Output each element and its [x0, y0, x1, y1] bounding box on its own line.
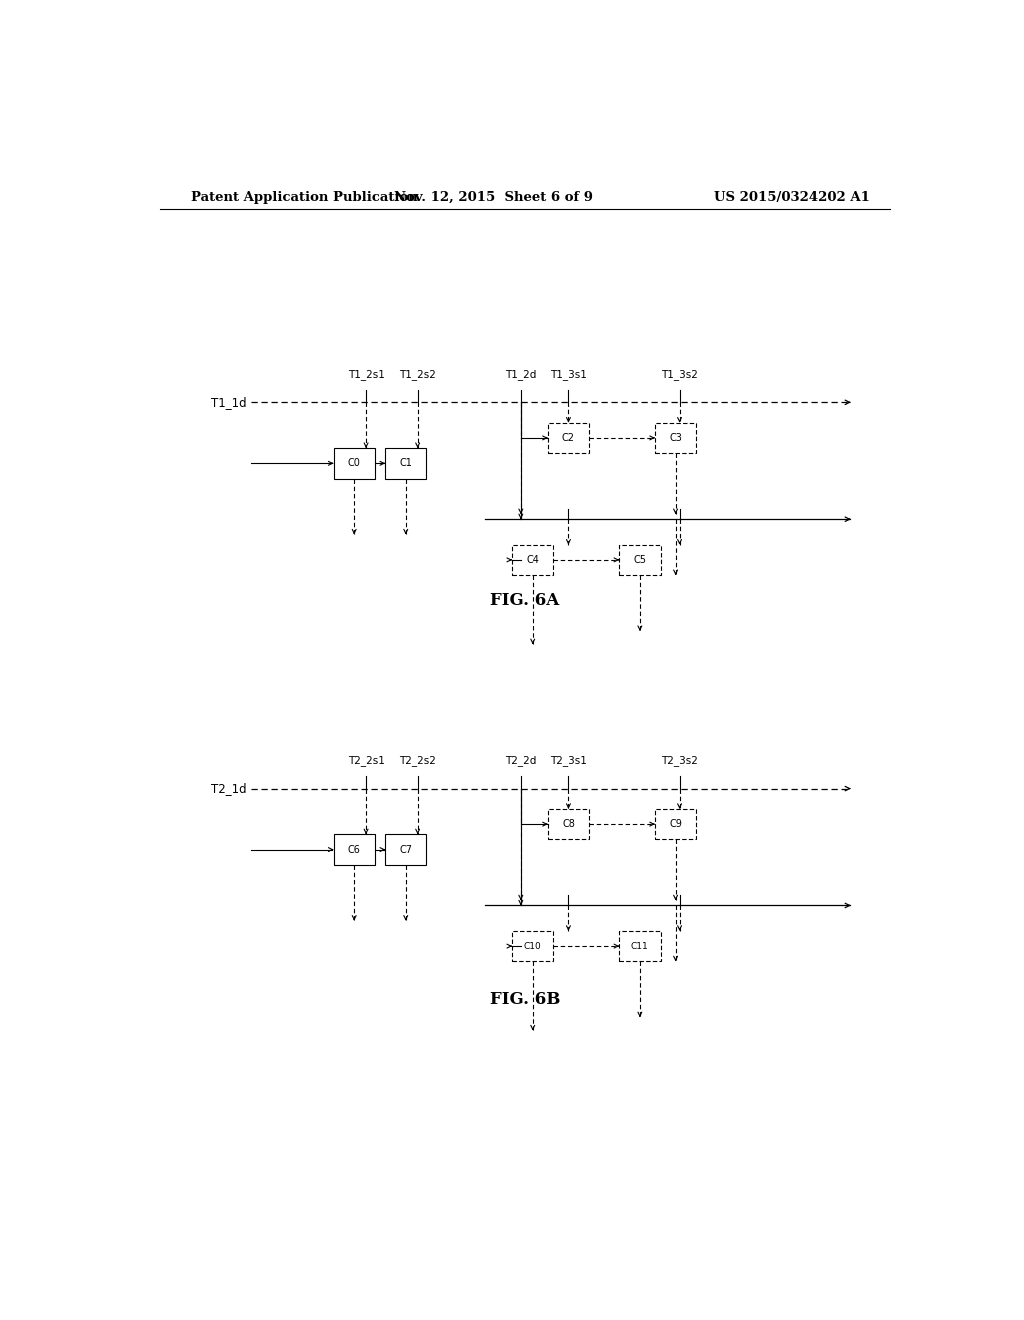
Text: C5: C5	[634, 554, 646, 565]
Text: T2_3s2: T2_3s2	[662, 755, 698, 766]
FancyBboxPatch shape	[620, 545, 660, 576]
Text: C4: C4	[526, 554, 540, 565]
Text: Nov. 12, 2015  Sheet 6 of 9: Nov. 12, 2015 Sheet 6 of 9	[393, 191, 593, 205]
FancyBboxPatch shape	[334, 834, 375, 865]
Text: T2_2s2: T2_2s2	[399, 755, 436, 766]
Text: C2: C2	[562, 433, 574, 444]
Text: T1_2s1: T1_2s1	[347, 370, 385, 380]
Text: T1_2s2: T1_2s2	[399, 370, 436, 380]
Text: C3: C3	[669, 433, 682, 444]
FancyBboxPatch shape	[548, 422, 589, 453]
Text: T1_3s2: T1_3s2	[662, 370, 698, 380]
Text: C6: C6	[348, 845, 360, 854]
Text: T2_1d: T2_1d	[211, 781, 247, 795]
Text: C1: C1	[399, 458, 413, 469]
FancyBboxPatch shape	[655, 809, 696, 840]
Text: C0: C0	[348, 458, 360, 469]
FancyBboxPatch shape	[385, 834, 426, 865]
Text: C8: C8	[562, 820, 574, 829]
Text: C10: C10	[524, 941, 542, 950]
FancyBboxPatch shape	[385, 447, 426, 479]
FancyBboxPatch shape	[655, 422, 696, 453]
Text: T2_3s1: T2_3s1	[550, 755, 587, 766]
Text: T2_2d: T2_2d	[505, 755, 537, 766]
Text: US 2015/0324202 A1: US 2015/0324202 A1	[714, 191, 870, 205]
Text: T1_3s1: T1_3s1	[550, 370, 587, 380]
Text: C7: C7	[399, 845, 413, 854]
FancyBboxPatch shape	[548, 809, 589, 840]
Text: C9: C9	[669, 820, 682, 829]
Text: FIG. 6B: FIG. 6B	[489, 991, 560, 1008]
FancyBboxPatch shape	[334, 447, 375, 479]
Text: Patent Application Publication: Patent Application Publication	[191, 191, 418, 205]
FancyBboxPatch shape	[620, 931, 660, 961]
Text: FIG. 6A: FIG. 6A	[490, 593, 559, 609]
Text: T2_2s1: T2_2s1	[347, 755, 385, 766]
Text: C11: C11	[631, 941, 649, 950]
Text: T1_2d: T1_2d	[505, 370, 537, 380]
FancyBboxPatch shape	[512, 545, 553, 576]
Text: T1_1d: T1_1d	[211, 396, 247, 409]
FancyBboxPatch shape	[512, 931, 553, 961]
